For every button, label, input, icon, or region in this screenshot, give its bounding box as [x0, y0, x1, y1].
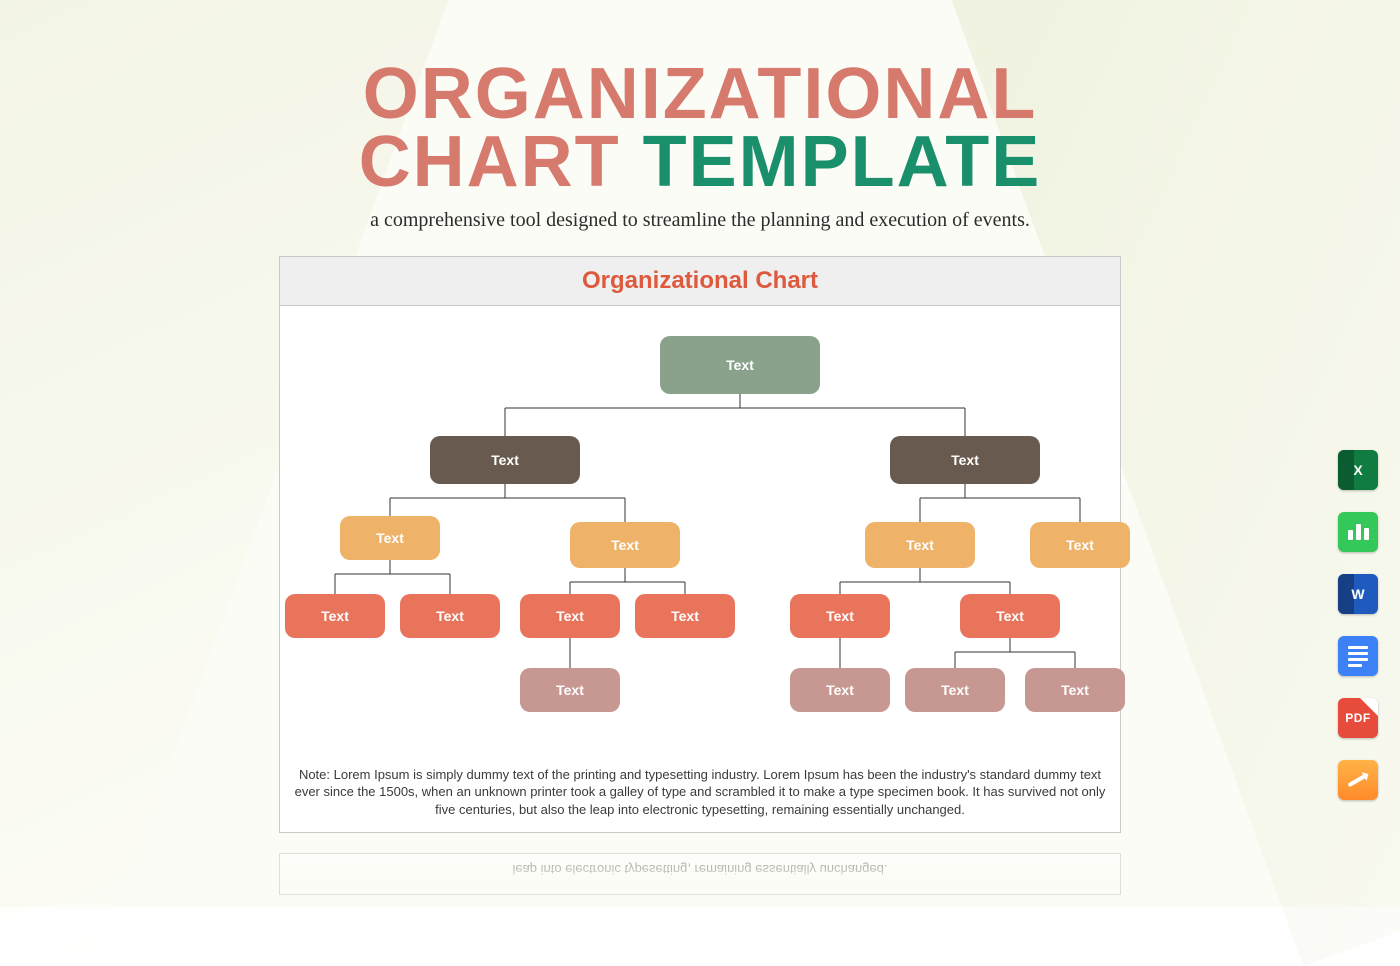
chart-note: Note: Lorem Ipsum is simply dummy text o… — [280, 756, 1120, 833]
org-node: Text — [400, 594, 500, 638]
org-node: Text — [1030, 522, 1130, 568]
chart-card: Organizational Chart TextTextTextTextTex… — [279, 256, 1121, 834]
org-node: Text — [790, 594, 890, 638]
org-chart: Text Text Text Text Text Text Text Text Text Text… — [280, 306, 1118, 756]
org-node: Text — [890, 436, 1040, 484]
org-node: Text — [430, 436, 580, 484]
title-line2b: TEMPLATE — [643, 122, 1042, 202]
org-node: Text — [960, 594, 1060, 638]
chart-card-title: Organizational Chart — [280, 257, 1120, 306]
docs-icon[interactable] — [1338, 636, 1378, 676]
org-node: Text — [635, 594, 735, 638]
word-icon-label: W — [1351, 586, 1364, 602]
pages-icon[interactable] — [1338, 760, 1378, 800]
pdf-icon[interactable]: PDF — [1338, 698, 1378, 738]
word-icon[interactable]: W — [1338, 574, 1378, 614]
org-node: Text — [790, 668, 890, 712]
page-title: ORGANIZATIONAL CHART TEMPLATE — [0, 60, 1400, 197]
org-node: Text — [865, 522, 975, 568]
excel-icon-label: X — [1353, 462, 1362, 478]
org-node: Text — [1025, 668, 1125, 712]
org-node: Text — [905, 668, 1005, 712]
org-node: Text — [570, 522, 680, 568]
pdf-icon-label: PDF — [1345, 711, 1371, 725]
org-node: Text — [660, 336, 820, 394]
org-node: Text — [340, 516, 440, 560]
title-line2a: CHART — [359, 122, 643, 202]
mirror-reflection: leap into electronic typesetting, remain… — [279, 853, 1121, 895]
org-node: Text — [520, 668, 620, 712]
page-subtitle: a comprehensive tool designed to streaml… — [0, 209, 1400, 232]
org-node: Text — [285, 594, 385, 638]
mirror-text: leap into electronic typesetting, remain… — [280, 854, 1120, 885]
format-icon-rail: X W PDF — [1338, 450, 1378, 800]
sheets-icon[interactable] — [1338, 512, 1378, 552]
org-node: Text — [520, 594, 620, 638]
excel-icon[interactable]: X — [1338, 450, 1378, 490]
